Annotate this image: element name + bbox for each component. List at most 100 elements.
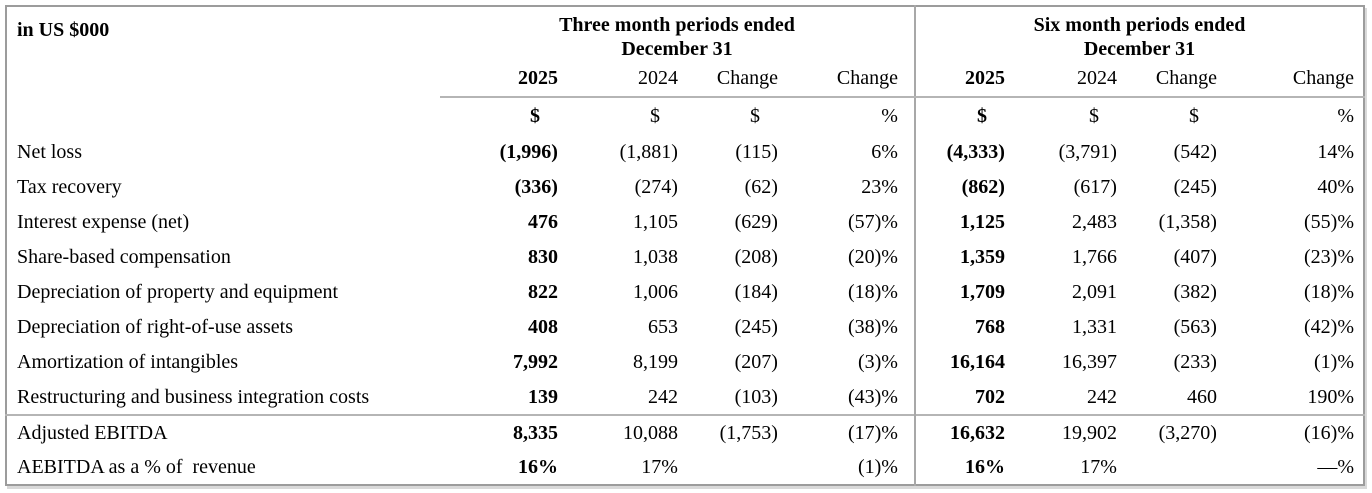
cell: (1,996) [499, 141, 558, 164]
unit-6m-change-pct: % [1337, 105, 1354, 128]
cell: (629) [734, 211, 778, 234]
cell: 822 [527, 281, 558, 304]
col-header-6m-2025: 2025 [913, 61, 1021, 99]
cell: 139 [527, 385, 558, 408]
cell: (57)% [847, 211, 898, 234]
cell: (382) [1173, 281, 1217, 304]
cell: (20)% [847, 246, 898, 269]
cell: (16)% [1232, 414, 1364, 451]
cell: 1,359 [913, 240, 1021, 276]
ebitda-reconciliation-table: in US $000 Three month periods ended Dec… [5, 5, 1365, 487]
cell: (617) [1073, 176, 1117, 199]
cell: (43)% [847, 385, 898, 408]
row-label: Share-based compensation [17, 246, 231, 269]
cell: (3,791) [1058, 141, 1117, 164]
cell: (18)% [1304, 281, 1354, 304]
unit-3m-change-dollar: $ [749, 105, 760, 128]
six-month-title-line2: December 31 [1083, 37, 1196, 60]
financial-table-sheet: in US $000 Three month periods ended Dec… [5, 5, 1365, 487]
cell: 14% [1317, 141, 1354, 164]
unit-3m-2025-dollar: $ [529, 105, 540, 128]
cell: (208) [734, 246, 778, 269]
cell: 16% [517, 455, 558, 478]
row-label: Amortization of intangibles [17, 351, 239, 374]
cell: 7,992 [512, 351, 558, 374]
cell: (1)% [1314, 351, 1354, 374]
col-header-3m-2024: 2024 [573, 61, 694, 99]
cell: (245) [734, 316, 778, 339]
six-month-section-title: Six month periods ended December 31 [913, 6, 1364, 62]
cell: (55)% [1304, 211, 1354, 234]
cell: 653 [647, 316, 678, 339]
cell: 830 [527, 246, 558, 269]
cell: —% [1317, 455, 1354, 478]
cell: 460 [1186, 385, 1217, 408]
col-header-3m-2025: 2025 [439, 61, 574, 99]
cell: 19,902 [1020, 414, 1133, 451]
cell: 16,397 [1061, 351, 1117, 374]
cell: (18)% [847, 281, 898, 304]
three-month-title-line2: December 31 [621, 37, 733, 60]
cell: (3,270) [1132, 414, 1233, 451]
cell: (1,753) [693, 414, 794, 451]
cell: 16,164 [913, 345, 1021, 381]
three-month-title-line1: Three month periods ended [559, 14, 795, 36]
unit-3m-2024-dollar: $ [649, 105, 660, 128]
cell: 1,105 [632, 211, 678, 234]
cell: 10,088 [573, 414, 694, 451]
cell: (207) [734, 351, 778, 374]
cell: (233) [1173, 351, 1217, 374]
cell: 1,006 [632, 281, 678, 304]
cell: (862) [913, 170, 1021, 206]
unit-6m-2025-dollar: $ [913, 97, 1021, 136]
cell [694, 450, 794, 485]
row-label: Tax recovery [17, 176, 122, 199]
cell: 242 [1086, 385, 1117, 408]
cell: 16,632 [913, 414, 1021, 451]
col-header-6m-2024: 2024 [1020, 61, 1133, 99]
cell: (103) [734, 385, 778, 408]
table-row-tax-recovery: Tax recovery (336) (274) (62) 23% (862) … [6, 170, 1364, 206]
row-label: Depreciation of property and equipment [17, 281, 338, 304]
cell [1133, 450, 1233, 485]
table-row-interest-expense: Interest expense (net) 476 1,105 (629) (… [6, 205, 1364, 241]
cell: 16% [913, 450, 1021, 486]
cell: 1,766 [1071, 246, 1117, 269]
table-row-adjusted-ebitda: Adjusted EBITDA 8,335 10,088 (1,753) (17… [6, 414, 1364, 451]
cell: 702 [913, 380, 1021, 416]
unit-header-row: $ $ $ % $ $ $ % [6, 97, 1364, 136]
unit-6m-change-dollar: $ [1188, 105, 1199, 128]
cell: 1,709 [913, 275, 1021, 311]
six-month-title-line1: Six month periods ended [1033, 14, 1246, 36]
row-label: AEBITDA as a % of revenue [17, 455, 256, 478]
cell: 2,483 [1071, 211, 1117, 234]
cell: 408 [527, 316, 558, 339]
row-label: Restructuring and business integration c… [17, 385, 370, 408]
table-row-aebitda-pct-revenue: AEBITDA as a % of revenue 16% 17% (1)% 1… [6, 450, 1364, 486]
cell: 40% [1317, 176, 1354, 199]
cell: 2,091 [1071, 281, 1117, 304]
cell: (336) [514, 176, 558, 199]
cell: (1,358) [1158, 211, 1217, 234]
table-row-depreciation-property: Depreciation of property and equipment 8… [6, 275, 1364, 311]
cell: (184) [734, 281, 778, 304]
cell: (38)% [847, 316, 898, 339]
table-row-depreciation-rou-assets: Depreciation of right-of-use assets 408 … [6, 310, 1364, 346]
cell: 1,038 [632, 246, 678, 269]
col-header-6m-change: Change [1132, 61, 1233, 99]
cell: (1)% [857, 455, 898, 478]
cell: (23)% [1304, 246, 1354, 269]
cell: (245) [1173, 176, 1217, 199]
cell: 8,199 [632, 351, 678, 374]
cell: 190% [1307, 385, 1354, 408]
section-title-row: in US $000 Three month periods ended Dec… [6, 6, 1364, 62]
cell: 1,331 [1071, 316, 1117, 339]
cell: 8,335 [439, 414, 574, 451]
unit-row-spacer [6, 97, 440, 135]
col-header-6m-change-pct: Change [1232, 61, 1364, 99]
cell: (3)% [857, 351, 898, 374]
unit-3m-change-pct: % [881, 105, 898, 128]
cell: (542) [1173, 141, 1217, 164]
col-header-3m-change-pct: Change [793, 61, 915, 99]
cell: 17% [641, 455, 678, 478]
